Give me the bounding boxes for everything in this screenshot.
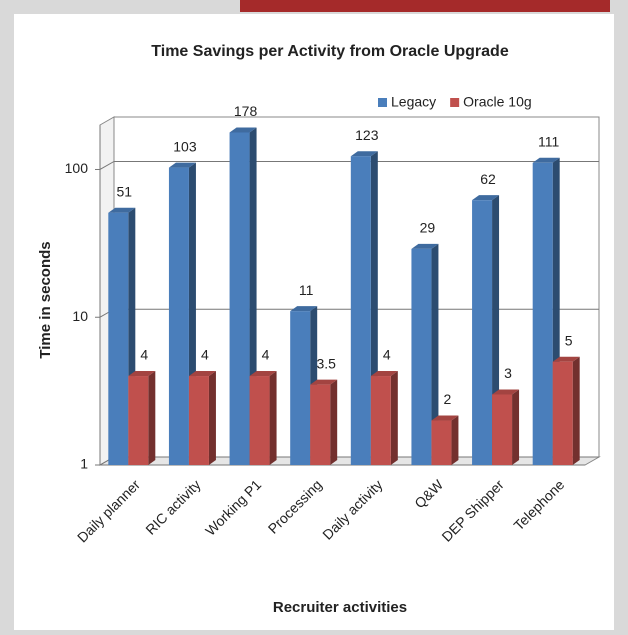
bar-top bbox=[472, 195, 500, 201]
bar-front bbox=[350, 156, 371, 465]
data-label: 123 bbox=[355, 127, 379, 143]
legend-label: Oracle 10g bbox=[463, 94, 531, 110]
data-label: 62 bbox=[480, 171, 496, 187]
bar-front bbox=[411, 248, 432, 465]
y-tick-label: 10 bbox=[72, 308, 88, 324]
bar-front bbox=[108, 212, 129, 465]
bar-top bbox=[411, 243, 439, 249]
data-label: 11 bbox=[299, 282, 314, 298]
bar-side bbox=[208, 371, 216, 465]
x-axis-title: Recruiter activities bbox=[273, 599, 407, 616]
data-label: 4 bbox=[383, 347, 391, 363]
grid-line bbox=[99, 160, 599, 170]
bar bbox=[552, 356, 580, 465]
bar-front bbox=[552, 361, 573, 465]
bar-front bbox=[431, 420, 452, 465]
data-label: 29 bbox=[420, 220, 436, 236]
bar-front bbox=[128, 376, 149, 465]
y-tick-label: 100 bbox=[65, 160, 89, 176]
bar-top bbox=[310, 379, 338, 385]
bar bbox=[249, 371, 277, 465]
bar-top bbox=[492, 389, 520, 395]
bar-front bbox=[249, 376, 270, 465]
legend-swatch bbox=[450, 98, 460, 107]
bar bbox=[310, 379, 338, 465]
bar bbox=[370, 371, 398, 465]
data-label: 4 bbox=[262, 347, 270, 363]
bar-top bbox=[431, 415, 459, 421]
data-label: 103 bbox=[173, 138, 197, 154]
bar-front bbox=[532, 162, 553, 465]
bar-top bbox=[370, 371, 398, 377]
data-label: 178 bbox=[234, 103, 258, 119]
bar bbox=[411, 243, 439, 465]
header-strip bbox=[240, 0, 610, 12]
bar bbox=[431, 415, 459, 465]
data-label: 111 bbox=[538, 133, 559, 149]
data-label: 2 bbox=[444, 391, 452, 407]
data-label: 3 bbox=[504, 365, 512, 381]
bar-front bbox=[472, 200, 493, 465]
bar-top bbox=[249, 371, 277, 377]
bar-front bbox=[168, 167, 189, 465]
bar-front bbox=[310, 384, 331, 465]
bar-top bbox=[108, 207, 136, 213]
bar bbox=[188, 371, 216, 465]
bar-top bbox=[229, 127, 257, 133]
bar-top bbox=[350, 151, 378, 157]
bar bbox=[492, 389, 520, 465]
data-label: 4 bbox=[140, 347, 148, 363]
data-label: 51 bbox=[117, 183, 133, 199]
bar-side bbox=[512, 389, 520, 465]
bar-top bbox=[552, 356, 580, 362]
bar-top bbox=[290, 306, 318, 312]
bar-front bbox=[370, 376, 391, 465]
y-tick-label: 1 bbox=[80, 456, 88, 472]
bar-front bbox=[188, 376, 209, 465]
bar-top bbox=[128, 371, 156, 377]
bar-front bbox=[492, 394, 513, 465]
data-label: 5 bbox=[565, 332, 573, 348]
bar-front bbox=[290, 311, 311, 465]
bar-side bbox=[330, 379, 338, 465]
chart-title: Time Savings per Activity from Oracle Up… bbox=[151, 43, 509, 60]
bar-top bbox=[532, 157, 560, 163]
bar bbox=[532, 157, 560, 465]
bar-side bbox=[269, 371, 277, 465]
legend-label: Legacy bbox=[391, 94, 436, 110]
bar-side bbox=[572, 356, 580, 465]
bar-side bbox=[451, 415, 459, 465]
data-label: 3.5 bbox=[316, 355, 336, 371]
legend-swatch bbox=[378, 98, 387, 107]
bar-side bbox=[148, 371, 156, 465]
bar-front bbox=[229, 132, 250, 465]
bar-side bbox=[431, 243, 439, 465]
bar-side bbox=[390, 371, 398, 465]
bar-top bbox=[168, 162, 196, 168]
bar-top bbox=[188, 371, 216, 377]
data-label: 4 bbox=[201, 347, 209, 363]
bar bbox=[128, 371, 156, 465]
y-axis-title: Time in seconds bbox=[37, 241, 54, 358]
